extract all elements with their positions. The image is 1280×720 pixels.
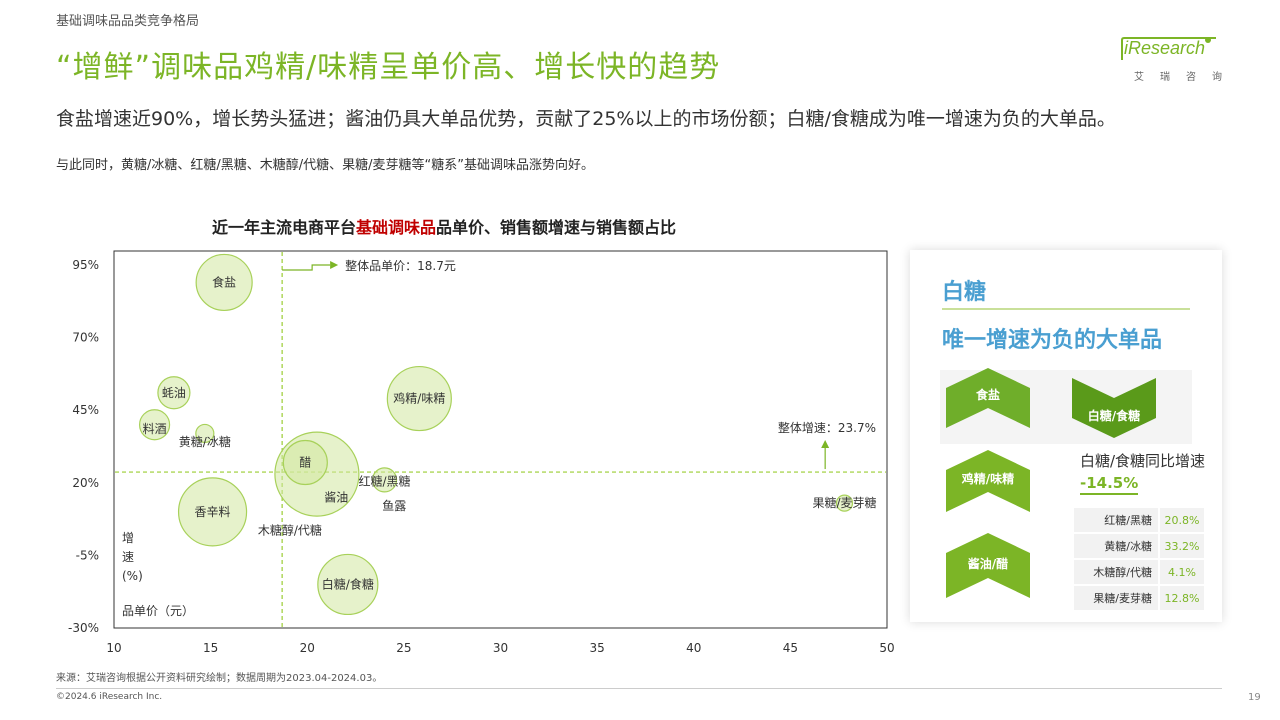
bubble-label: 料酒 [143, 422, 167, 436]
bubble-label: 木糖醇/代糖 [258, 523, 322, 538]
bubble [157, 376, 191, 410]
chevron-label-soy: 酱油/醋 [968, 556, 1008, 571]
y-axis-label: 速 [122, 550, 134, 564]
chevron-up-msg: 鸡精/味精 [946, 450, 1030, 512]
table-cell-name: 红糖/黑糖 [1074, 508, 1158, 532]
table-row: 红糖/黑糖 20.8% [1074, 508, 1204, 532]
x-tick-label: 35 [589, 641, 604, 655]
bubble-label: 酱油 [324, 489, 348, 504]
footer-divider [56, 688, 1222, 689]
chevron-label-salt: 食盐 [975, 387, 1000, 402]
subline: 与此同时，黄糖/冰糖、红糖/黑糖、木糖醇/代糖、果糖/麦芽糖等“糖系”基础调味品… [56, 158, 594, 173]
headline: 食盐增速近90%，增长势头猛进；酱油仍具大单品优势，贡献了25%以上的市场份额；… [56, 108, 1116, 130]
growth-label: 白糖/食糖同比增速 [1080, 452, 1206, 470]
growth-value: -14.5% [1080, 474, 1139, 495]
bubble [177, 477, 248, 547]
table-cell-value: 20.8% [1160, 508, 1204, 532]
y-tick-label: -30% [68, 621, 99, 635]
x-tick-label: 15 [203, 641, 218, 655]
panel-title-sub: 唯一增速为负的大单品 [942, 328, 1163, 353]
chevron-label-sugar: 白糖/食糖 [1088, 408, 1140, 423]
bubble [317, 553, 379, 616]
table-cell-name: 黄糖/冰糖 [1074, 534, 1158, 558]
y-tick-labels: 95% 70% 45% 20% -5% -30% [68, 258, 99, 635]
bubble [282, 439, 328, 486]
chart-title-pre: 近一年主流电商平台 [212, 218, 357, 237]
bubble-label: 香辛料 [195, 505, 231, 519]
x-tick-label: 25 [396, 641, 411, 655]
logo-frame [1121, 37, 1216, 60]
bubble [386, 365, 452, 432]
table-row: 木糖醇/代糖 4.1% [1074, 560, 1204, 584]
iresearch-logo: iResearch 艾瑞咨询 [1120, 36, 1230, 84]
section-label: 基础调味品品类竞争格局 [56, 14, 200, 29]
table-row: 果糖/麦芽糖 12.8% [1074, 586, 1204, 610]
chart-title-post: 品单价、销售额增速与销售额占比 [436, 218, 677, 237]
panel-title-main: 白糖 [942, 280, 987, 305]
bubble [371, 467, 398, 493]
x-axis-label: 品单价（元） [122, 604, 194, 618]
y-axis-label: 增 [122, 531, 134, 545]
bubble-label: 鸡精/味精 [393, 391, 445, 406]
x-tick-labels: 10 15 20 25 30 35 40 45 50 [106, 641, 894, 655]
bubble-label: 醋 [299, 454, 311, 469]
ref-x-arrow [282, 264, 331, 271]
table-cell-value: 33.2% [1160, 534, 1204, 558]
table-cell-name: 果糖/麦芽糖 [1074, 586, 1158, 610]
y-tick-label: 95% [72, 258, 99, 272]
chevron-group: 食盐 白糖/食糖 鸡精/味精 酱油/醋 [946, 368, 1156, 598]
y-tick-label: 70% [72, 331, 99, 345]
chevron-label-msg: 鸡精/味精 [961, 471, 1014, 486]
sugar-growth-table: 红糖/黑糖 20.8% 黄糖/冰糖 33.2% 木糖醇/代糖 4.1% 果糖/麦芽糖 1… [1072, 506, 1206, 612]
bubble-label: 红糖/黑糖 [359, 473, 411, 488]
x-tick-label: 30 [493, 641, 508, 655]
y-axis-label: (%) [122, 569, 143, 583]
chart-title: 近一年主流电商平台基础调味品品单价、销售额增速与销售额占比 [212, 214, 676, 238]
ref-x-label: 整体品单价：18.7元 [345, 258, 456, 273]
ref-y-label: 整体增速：23.7% [778, 420, 876, 435]
bubble [195, 423, 215, 444]
insight-panel: 白糖 唯一增速为负的大单品 食盐 白糖/食糖 鸡精/味精 酱油/醋 白糖/食糖同… [910, 250, 1222, 622]
x-tick-label: 50 [879, 641, 894, 655]
y-tick-label: 20% [72, 476, 99, 490]
bubble [835, 494, 854, 512]
bubble-label: 蚝油 [162, 386, 186, 400]
x-tick-label: 20 [300, 641, 315, 655]
chevron-up-salt: 食盐 [946, 368, 1030, 428]
chevron-down-sugar: 白糖/食糖 [1072, 378, 1156, 438]
bubble-label: 黄糖/冰糖 [179, 434, 231, 449]
plot-frame [113, 250, 888, 629]
page-title: “增鲜”调味品鸡精/味精呈单价高、增长快的趋势 [56, 50, 721, 85]
table-cell-value: 4.1% [1160, 560, 1204, 584]
bubble-label: 果糖/麦芽糖 [812, 495, 876, 510]
y-tick-label: -5% [76, 548, 99, 562]
page-number: 19 [1248, 692, 1261, 703]
ref-y-arrowhead [821, 440, 830, 449]
table-row: 黄糖/冰糖 33.2% [1074, 534, 1204, 558]
x-tick-label: 45 [783, 641, 798, 655]
bubble-label: 白糖/食糖 [322, 576, 374, 591]
ref-x-arrowhead [330, 261, 339, 269]
bubble [195, 253, 253, 312]
source-note: 来源：艾瑞咨询根据公开资料研究绘制；数据周期为2023.04-2024.03。 [56, 673, 383, 684]
bubble-label: 食盐 [212, 274, 236, 289]
table-cell-value: 12.8% [1160, 586, 1204, 610]
chart-title-highlight: 基础调味品 [356, 218, 437, 237]
x-tick-label: 10 [106, 641, 121, 655]
y-tick-label: 45% [72, 403, 99, 417]
logo-brand: iResearch [1124, 38, 1206, 58]
bubble-label: 鱼露 [382, 499, 406, 513]
copyright: ©2024.6 iResearch Inc. [56, 692, 163, 702]
chevron-up-soy: 酱油/醋 [946, 533, 1030, 598]
logo-sub: 艾瑞咨询 [1134, 72, 1238, 83]
table-cell-name: 木糖醇/代糖 [1074, 560, 1158, 584]
x-tick-label: 40 [686, 641, 701, 655]
bubbles [138, 253, 854, 616]
panel-divider [942, 308, 1190, 310]
bubble [138, 409, 171, 441]
axis-labels: 增速 (%) 品单价（元） [122, 531, 194, 618]
